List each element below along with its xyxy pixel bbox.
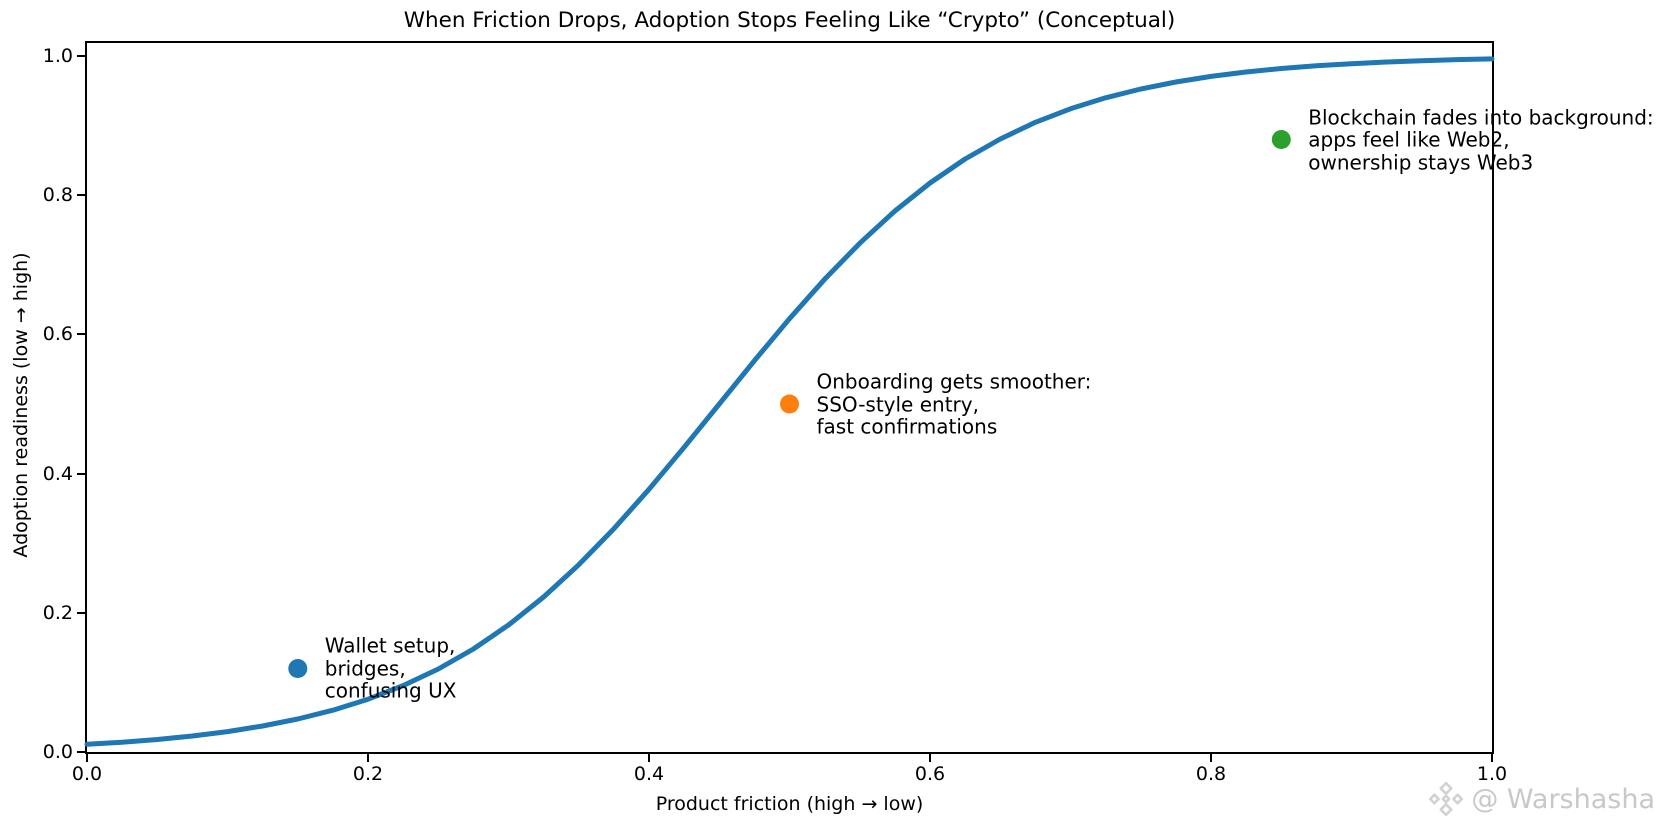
data-point-marker: [1271, 130, 1291, 149]
y-tick-label: 0.2: [42, 601, 73, 624]
x-tick-label: 0.8: [1195, 763, 1227, 785]
adoption-sigmoid-curve: [84, 56, 1495, 747]
annotation-line: SSO-style entry,: [816, 391, 979, 416]
gem-logo-icon: [1429, 781, 1464, 817]
x-tick-label: 0.2: [352, 763, 384, 785]
watermark: @ Warshasha: [1427, 780, 1655, 818]
annotation-layer: Wallet setup, bridges, confusing UX Onboard…: [87, 43, 1654, 752]
x-tick-mark: [1210, 754, 1212, 762]
x-tick-label: 1.0: [1476, 763, 1508, 785]
x-tick-label: 0.6: [914, 763, 946, 785]
y-axis-label: Adoption readiness (low → high): [10, 252, 32, 558]
y-tick-mark: [77, 611, 85, 614]
x-tick-mark: [648, 754, 650, 762]
y-tick-mark: [77, 55, 85, 57]
x-tick-mark: [1491, 754, 1493, 762]
y-tick-mark: [77, 194, 85, 197]
watermark-handle: @ Warshasha: [1471, 783, 1655, 815]
annotation-line: bridges,: [324, 656, 406, 681]
y-tick-label: 0.4: [42, 462, 73, 485]
plot-area: Wallet setup, bridges, confusing UX Onboard…: [84, 41, 1654, 754]
x-tick-mark: [86, 754, 88, 762]
chart-title: When Friction Drops, Adoption Stops Feel…: [403, 8, 1176, 33]
annotation-label: Blockchain fades into background: apps fe…: [1308, 106, 1653, 174]
data-point-marker: [780, 394, 799, 414]
y-tick-mark: [77, 751, 85, 753]
y-tick-mark: [77, 333, 85, 336]
x-tick-mark: [929, 754, 931, 762]
annotation-line: Blockchain fades into background:: [1308, 104, 1654, 129]
data-point-markers: [288, 130, 1291, 678]
x-tick-mark: [367, 754, 369, 762]
annotation-line: Onboarding gets smoother:: [816, 369, 1092, 394]
x-tick-label: 0.0: [71, 763, 103, 785]
annotation-line: confusing UX: [324, 678, 457, 703]
y-tick-mark: [77, 472, 85, 475]
annotation-line: apps feel like Web2,: [1308, 127, 1510, 152]
annotation-line: Wallet setup,: [324, 633, 456, 658]
annotation-label: Wallet setup, bridges, confusing UX: [325, 635, 457, 703]
data-point-marker: [288, 659, 308, 678]
annotation-line: ownership stays Web3: [1308, 149, 1534, 174]
x-axis-label: Product friction (high → low): [655, 793, 924, 815]
annotation-line: fast confirmations: [816, 414, 998, 439]
y-tick-label: 0.8: [42, 184, 73, 207]
y-tick-label: 0.0: [42, 741, 73, 763]
x-tick-label: 0.4: [633, 763, 665, 785]
plot-canvas: [84, 56, 1495, 747]
annotation-label: Onboarding gets smoother: SSO-style entry…: [817, 370, 1092, 438]
y-tick-label: 0.6: [42, 323, 73, 346]
y-tick-label: 1.0: [42, 45, 73, 67]
